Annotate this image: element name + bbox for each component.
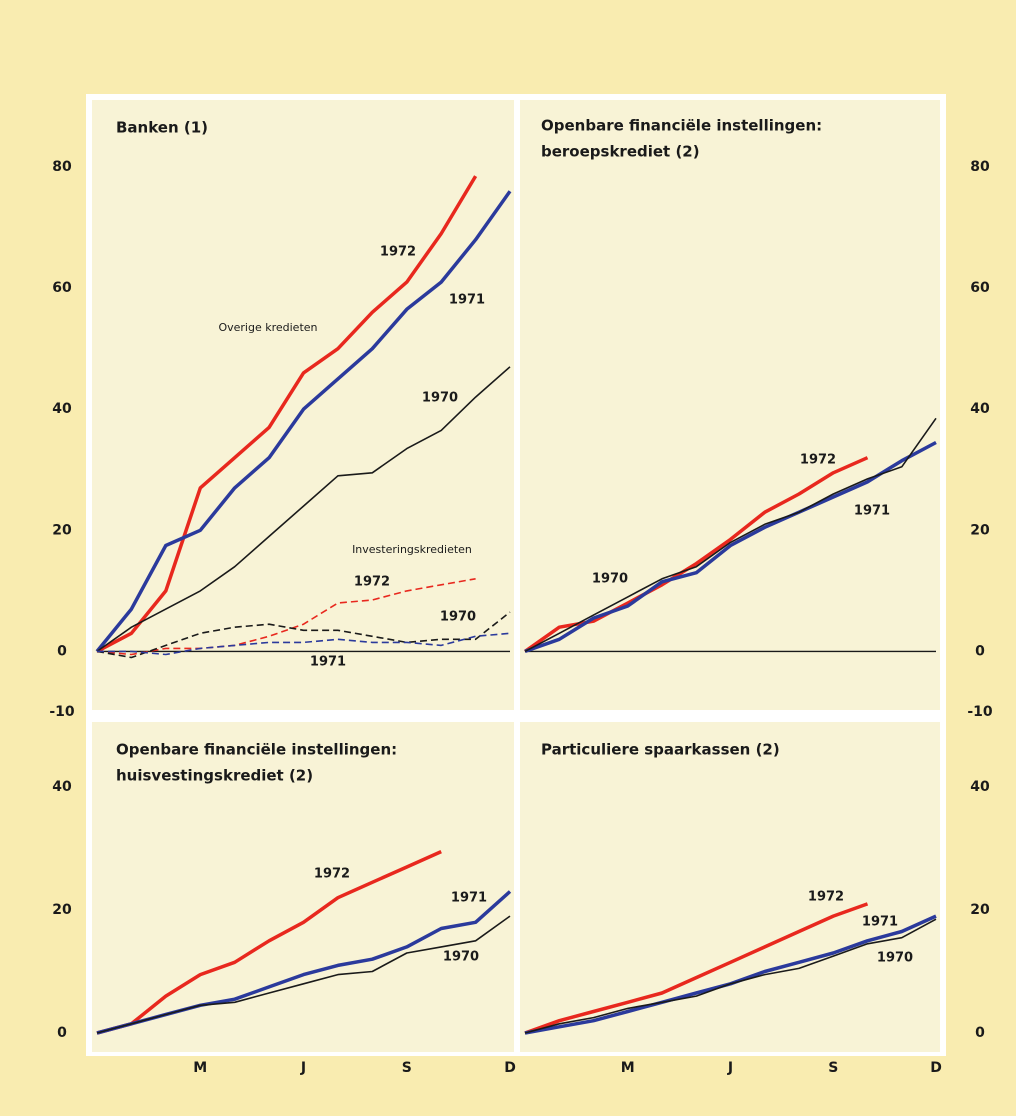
panel-title: huisvestingskrediet (2)	[116, 767, 313, 785]
panel	[520, 100, 940, 710]
x-tick-label: J	[300, 1060, 306, 1076]
series-line	[96, 915, 511, 1034]
x-tick-label: M	[621, 1060, 635, 1076]
series-line	[96, 850, 442, 1035]
y-tick-label: 0	[57, 643, 67, 659]
y-tick-label: 20	[970, 902, 990, 918]
y-tick-label: 60	[52, 280, 72, 296]
y-tick-label: 80	[52, 159, 72, 175]
annotation: Overige kredieten	[218, 321, 317, 334]
series-label: 1970	[440, 610, 476, 625]
series-label: 1972	[314, 867, 350, 882]
panel-title: Particuliere spaarkassen (2)	[541, 741, 780, 759]
series-label: 1972	[800, 453, 836, 468]
series-label: 1972	[380, 245, 416, 260]
x-tick-label: D	[930, 1060, 942, 1076]
panel-title: Openbare financiële instellingen:	[116, 741, 397, 759]
x-tick-label: S	[828, 1060, 838, 1076]
series-line	[524, 417, 937, 653]
series-label: 1970	[422, 391, 458, 406]
panel	[520, 722, 940, 1052]
series-line	[96, 611, 511, 659]
y-tick-label: 80	[970, 159, 990, 175]
y-tick-label: 0	[975, 643, 985, 659]
y-tick-label: -10	[49, 704, 75, 720]
series-label: 1971	[449, 293, 485, 308]
y-tick-label: 20	[52, 522, 72, 538]
x-tick-label: S	[402, 1060, 412, 1076]
series-line	[524, 918, 937, 1034]
panel-title: beroepskrediet (2)	[541, 143, 700, 161]
series-line	[96, 578, 476, 656]
y-tick-label: 0	[975, 1025, 985, 1041]
panel	[92, 100, 514, 710]
series-label: 1970	[877, 951, 913, 966]
panel-title: Banken (1)	[116, 119, 208, 137]
x-tick-label: M	[193, 1060, 207, 1076]
x-tick-label: D	[504, 1060, 516, 1076]
y-tick-label: -10	[967, 704, 993, 720]
annotation: Investeringskredieten	[352, 543, 472, 556]
y-tick-label: 60	[970, 280, 990, 296]
y-tick-label: 40	[52, 779, 72, 795]
panel-title: Openbare financiële instellingen:	[541, 117, 822, 135]
series-label: 1971	[854, 504, 890, 519]
y-tick-label: 40	[970, 401, 990, 417]
y-tick-label: 40	[52, 401, 72, 417]
series-line	[524, 440, 937, 654]
series-line	[524, 902, 869, 1035]
x-tick-label: J	[727, 1060, 733, 1076]
y-tick-label: 40	[970, 779, 990, 795]
series-line	[96, 366, 511, 653]
series-line	[97, 632, 511, 656]
series-label: 1970	[443, 950, 479, 965]
series-label: 1971	[451, 891, 487, 906]
y-tick-label: 0	[57, 1025, 67, 1041]
series-label: 1971	[310, 655, 346, 670]
series-line	[96, 175, 478, 653]
series-label: 1972	[354, 575, 390, 590]
y-tick-label: 20	[52, 902, 72, 918]
series-label: 1970	[592, 572, 628, 587]
series-line	[95, 190, 512, 653]
series-label: 1972	[808, 890, 844, 905]
y-tick-label: 20	[970, 522, 990, 538]
series-label: 1971	[862, 915, 898, 930]
